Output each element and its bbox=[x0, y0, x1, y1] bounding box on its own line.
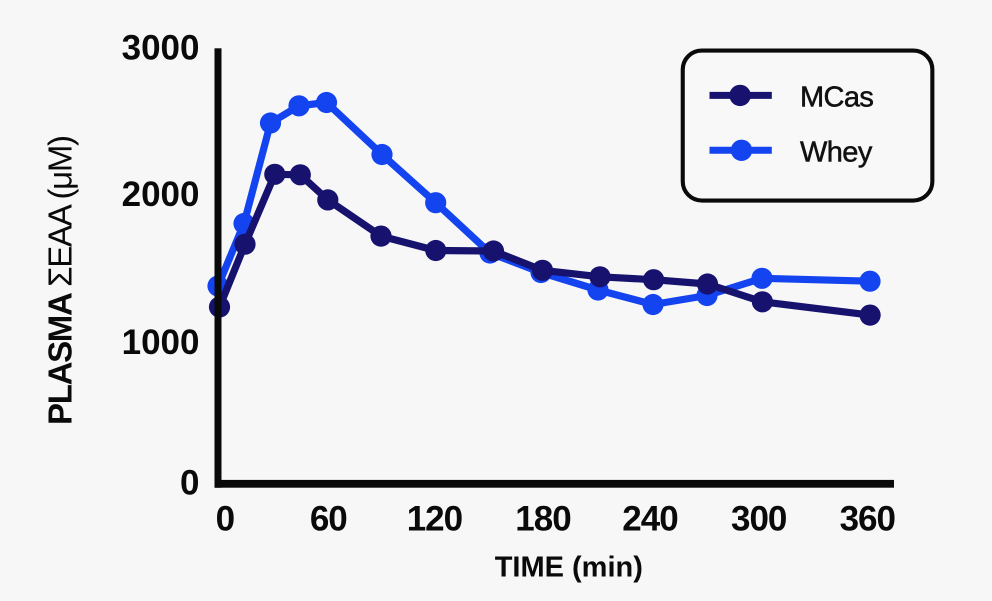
svg-text:0: 0 bbox=[216, 499, 235, 538]
svg-text:Whey: Whey bbox=[800, 137, 873, 169]
svg-text:TIME (min): TIME (min) bbox=[495, 552, 643, 584]
svg-text:0: 0 bbox=[180, 464, 199, 503]
svg-text:PLASMA ΣEAA (μM): PLASMA ΣEAA (μM) bbox=[42, 136, 79, 425]
svg-text:300: 300 bbox=[731, 499, 787, 538]
svg-text:360: 360 bbox=[840, 499, 896, 538]
svg-text:1000: 1000 bbox=[122, 323, 200, 362]
svg-text:3000: 3000 bbox=[122, 28, 200, 67]
svg-text:MCas: MCas bbox=[800, 82, 873, 114]
svg-text:180: 180 bbox=[515, 499, 571, 538]
svg-text:240: 240 bbox=[622, 499, 678, 538]
svg-text:60: 60 bbox=[310, 499, 347, 538]
svg-text:120: 120 bbox=[407, 499, 463, 538]
svg-text:2000: 2000 bbox=[122, 175, 200, 214]
